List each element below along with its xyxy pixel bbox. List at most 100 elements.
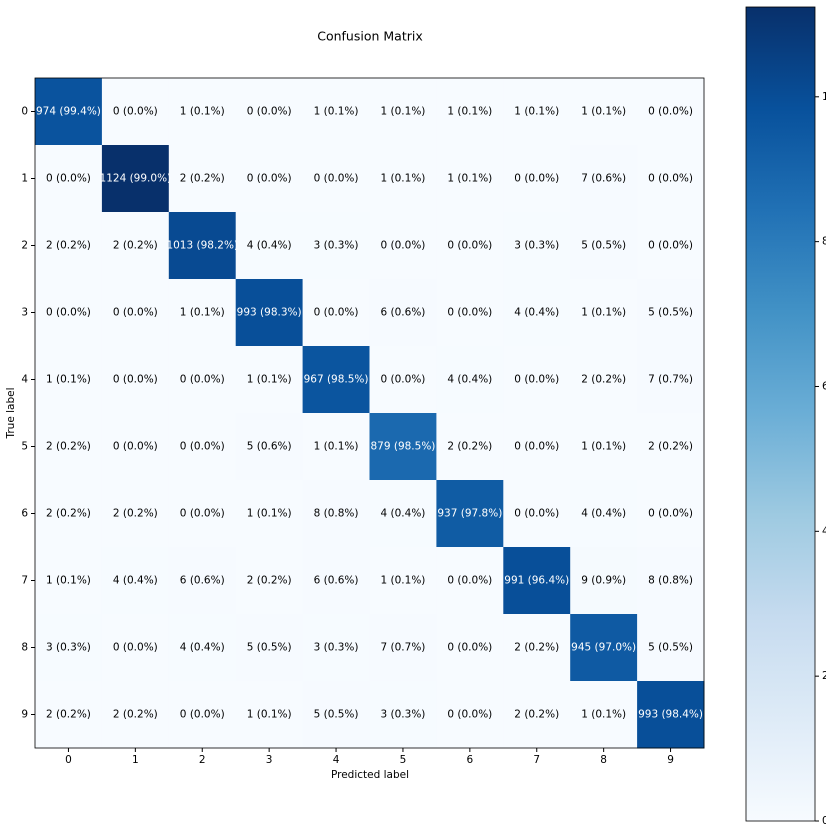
cell-label: 0 (0.0%) (648, 508, 693, 520)
cell-label: 879 (98.5%) (370, 441, 435, 453)
cell-label: 991 (96.4%) (504, 575, 569, 587)
cell (369, 614, 437, 682)
cell (436, 614, 504, 682)
cell-label: 0 (0.0%) (113, 374, 158, 386)
y-tick-label: 3 (21, 307, 28, 319)
x-tick-label: 3 (266, 754, 273, 766)
y-tick-label: 2 (21, 240, 28, 252)
cell-label: 1 (0.1%) (314, 106, 359, 118)
cell (436, 78, 504, 146)
cell-label: 0 (0.0%) (180, 374, 225, 386)
cell-label: 2 (0.2%) (113, 240, 158, 252)
cell (35, 78, 103, 146)
cell-label: 1 (0.1%) (46, 575, 91, 587)
cell-label: 0 (0.0%) (514, 374, 559, 386)
cell-label: 1124 (99.0%) (100, 173, 172, 185)
cell (503, 346, 571, 414)
y-tick-label: 7 (21, 575, 28, 587)
cell (637, 480, 705, 548)
cell (101, 346, 170, 414)
cell-label: 974 (99.4%) (36, 106, 101, 118)
x-axis-label: Predicted label (331, 769, 409, 781)
cell-label: 2 (0.2%) (113, 709, 158, 721)
cell-label: 2 (0.2%) (46, 709, 91, 721)
cell (168, 480, 237, 548)
x-tick-label: 0 (65, 754, 72, 766)
cell-label: 2 (0.2%) (447, 441, 492, 453)
cell-label: 3 (0.3%) (46, 642, 91, 654)
cell (570, 279, 638, 347)
y-tick-label: 5 (21, 441, 28, 453)
cell (101, 614, 170, 682)
cell (637, 681, 705, 749)
cell (302, 346, 370, 414)
cell (235, 547, 304, 615)
cell (101, 547, 170, 615)
cell (302, 480, 370, 548)
y-tick-label: 1 (21, 173, 28, 185)
cell-label: 2 (0.2%) (46, 508, 91, 520)
cell (168, 78, 237, 146)
cell-label: 3 (0.3%) (314, 642, 359, 654)
cell-label: 0 (0.0%) (247, 106, 292, 118)
x-tick-label: 2 (199, 754, 206, 766)
cell (168, 212, 237, 280)
y-tick-label: 8 (21, 642, 28, 654)
cell (436, 681, 504, 749)
cell (302, 78, 370, 146)
cell-label: 0 (0.0%) (180, 508, 225, 520)
colorbar-tick-label: 0 (822, 815, 826, 827)
cell-label: 1 (0.1%) (381, 106, 426, 118)
cell (436, 145, 504, 213)
cell-label: 945 (97.0%) (571, 642, 636, 654)
cell (168, 145, 237, 213)
cell-label: 0 (0.0%) (46, 173, 91, 185)
cell-label: 7 (0.7%) (381, 642, 426, 654)
cell (369, 346, 437, 414)
cell (235, 614, 304, 682)
x-tick-label: 7 (533, 754, 540, 766)
cell (369, 480, 437, 548)
cell (101, 145, 170, 213)
cell (302, 212, 370, 280)
cell (436, 346, 504, 414)
cell (503, 145, 571, 213)
cell-label: 9 (0.9%) (581, 575, 626, 587)
cell-label: 2 (0.2%) (180, 173, 225, 185)
cell-label: 1013 (98.2%) (166, 240, 238, 252)
cell-label: 0 (0.0%) (180, 709, 225, 721)
cell-label: 5 (0.5%) (314, 709, 359, 721)
colorbar-tick-label: 600 (822, 380, 826, 392)
cell-label: 0 (0.0%) (314, 307, 359, 319)
cell (235, 212, 304, 280)
cell-label: 0 (0.0%) (113, 307, 158, 319)
cell-label: 0 (0.0%) (113, 106, 158, 118)
cell-label: 0 (0.0%) (447, 240, 492, 252)
cell (168, 413, 237, 481)
cell-label: 1 (0.1%) (581, 441, 626, 453)
cell-label: 1 (0.1%) (180, 106, 225, 118)
cell (168, 614, 237, 682)
cell (168, 279, 237, 347)
cell (101, 413, 170, 481)
cell-label: 1 (0.1%) (381, 173, 426, 185)
cell (35, 413, 103, 481)
cell-label: 2 (0.2%) (581, 374, 626, 386)
cell (369, 212, 437, 280)
cell (637, 614, 705, 682)
x-tick-label: 5 (400, 754, 407, 766)
cell-label: 1 (0.1%) (581, 307, 626, 319)
y-tick-label: 9 (21, 709, 28, 721)
cell (101, 279, 170, 347)
y-axis-label: True label (5, 387, 17, 439)
cell (570, 547, 638, 615)
cell-label: 0 (0.0%) (648, 106, 693, 118)
cell (637, 346, 705, 414)
cell-label: 0 (0.0%) (447, 642, 492, 654)
cell (570, 78, 638, 146)
cell-label: 5 (0.5%) (247, 642, 292, 654)
colorbar-tick-label: 400 (822, 525, 826, 537)
y-tick-label: 6 (21, 508, 28, 520)
cell-label: 4 (0.4%) (247, 240, 292, 252)
cell (35, 480, 103, 548)
